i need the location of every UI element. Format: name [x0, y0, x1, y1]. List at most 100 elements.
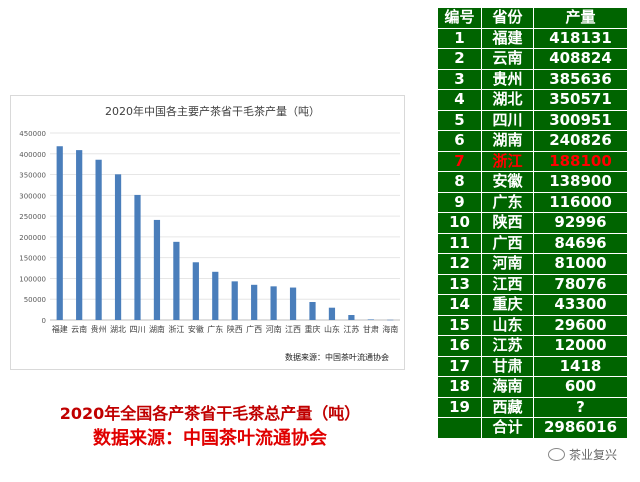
- x-tick-label: 陕西: [227, 324, 243, 334]
- table-cell: 116000: [533, 191, 628, 213]
- table-cell: 5: [437, 109, 482, 131]
- bar: [134, 194, 141, 320]
- table-row: 2 云南 408824: [437, 48, 628, 70]
- bar: [387, 319, 394, 321]
- x-tick-label: 山东: [324, 324, 340, 334]
- table-cell: 350571: [533, 89, 628, 111]
- table-cell: 贵州: [481, 68, 534, 90]
- x-tick-label: 福建: [52, 324, 68, 334]
- watermark: 茶业复兴: [548, 446, 617, 463]
- bar: [251, 284, 258, 320]
- table-cell: 山东: [481, 314, 534, 336]
- table-cell: 240826: [533, 130, 628, 152]
- table-cell: 10: [437, 212, 482, 234]
- chart-source-note: 数据来源：中国茶叶流通协会: [285, 353, 389, 362]
- table-cell: 138900: [533, 171, 628, 193]
- table-cell: 4: [437, 89, 482, 111]
- table-cell: 18: [437, 376, 482, 398]
- table-header-cell: 省份: [481, 7, 534, 29]
- table-cell: 78076: [533, 273, 628, 295]
- table-cell: 2: [437, 48, 482, 70]
- bar: [153, 219, 161, 320]
- table-header-row: 编号 省份 产量: [437, 7, 628, 29]
- table-cell: 408824: [533, 48, 628, 70]
- table-row: 合计 2986016: [437, 417, 628, 439]
- x-tick-label: 广东: [207, 324, 223, 334]
- x-tick-label: 海南: [382, 324, 398, 334]
- y-tick-label: 350000: [19, 172, 46, 180]
- y-tick-label: 250000: [19, 213, 46, 221]
- table-cell: 福建: [481, 27, 534, 49]
- table-cell: 3: [437, 68, 482, 90]
- y-tick-label: 200000: [19, 234, 46, 242]
- table-row: 1 福建 418131: [437, 27, 628, 49]
- table-cell: 西藏: [481, 396, 534, 418]
- x-tick-label: 湖南: [149, 324, 165, 334]
- table-cell: 湖北: [481, 89, 534, 111]
- table-row: 17 甘肃 1418: [437, 355, 628, 377]
- watermark-text: 茶业复兴: [569, 448, 618, 462]
- bar: [348, 315, 355, 320]
- table-cell: 16: [437, 335, 482, 357]
- table-cell: 12000: [533, 335, 628, 357]
- x-tick-label: 广西: [246, 324, 262, 334]
- x-tick-label: 河南: [266, 324, 282, 334]
- chart-area: 2020年中国各主要产茶省干毛茶产量（吨） 0 50000 100000 150000 2…: [10, 95, 405, 370]
- x-tick-label: 江西: [285, 325, 301, 334]
- table-row: 5 四川 300951: [437, 109, 628, 131]
- table-cell: 云南: [481, 48, 534, 70]
- table-header-cell: 编号: [437, 7, 482, 29]
- bar: [309, 302, 316, 320]
- table-cell: 合计: [481, 417, 534, 439]
- caption-source: 数据来源：中国茶叶流通协会: [93, 428, 327, 449]
- table-row: 14 重庆 43300: [437, 294, 628, 316]
- x-tick-label: 湖北: [110, 325, 126, 334]
- table-cell: 12: [437, 253, 482, 275]
- table-cell: 浙江: [481, 150, 534, 172]
- table-cell: 300951: [533, 109, 628, 131]
- table-cell: [437, 417, 482, 439]
- table-cell: 19: [437, 396, 482, 418]
- table-row: 3 贵州 385636: [437, 68, 628, 90]
- table-row: 18 海南 600: [437, 376, 628, 398]
- table-cell: 8: [437, 171, 482, 193]
- y-tick-label: 150000: [19, 255, 46, 263]
- table-cell: 甘肃: [481, 355, 534, 377]
- table-cell: 广东: [481, 191, 534, 213]
- table-row: 15 山东 29600: [437, 314, 628, 336]
- table-row: 16 江苏 12000: [437, 335, 628, 357]
- table-cell: 1418: [533, 355, 628, 377]
- table-cell: 15: [437, 314, 482, 336]
- x-tick-label: 甘肃: [363, 324, 379, 334]
- table-cell: 7: [437, 150, 482, 172]
- bar: [231, 281, 238, 320]
- table-header-cell: 产量: [533, 7, 628, 29]
- table-cell: 600: [533, 376, 628, 398]
- bar: [270, 286, 277, 320]
- table-row: 6 湖南 240826: [437, 130, 628, 152]
- bar: [95, 159, 102, 320]
- table-cell: 84696: [533, 232, 628, 254]
- table-row: 13 江西 78076: [437, 273, 628, 295]
- bar: [56, 146, 63, 320]
- bar: [192, 262, 199, 320]
- x-tick-label: 江苏: [343, 324, 359, 334]
- table-cell: 81000: [533, 253, 628, 275]
- table-cell: 188100: [533, 150, 628, 172]
- table-cell: 河南: [481, 253, 534, 275]
- x-tick-label: 贵州: [91, 324, 107, 334]
- x-tick-label: 重庆: [305, 324, 321, 334]
- x-tick-label: 安徽: [188, 324, 204, 334]
- table-cell: 安徽: [481, 171, 534, 193]
- y-tick-label: 400000: [19, 151, 46, 159]
- wechat-icon: [548, 448, 565, 461]
- caption-title: 2020年全国各产茶省干毛茶总产量（吨）: [59, 404, 361, 423]
- bar: [212, 271, 219, 320]
- table-cell: 广西: [481, 232, 534, 254]
- y-tick-label: 300000: [19, 192, 46, 200]
- table-cell: 14: [437, 294, 482, 316]
- bar-chart: 2020年中国各主要产茶省干毛茶产量（吨） 0 50000 100000 150000 2…: [10, 95, 405, 370]
- table-cell: 6: [437, 130, 482, 152]
- table-cell: 海南: [481, 376, 534, 398]
- table-cell: 1: [437, 27, 482, 49]
